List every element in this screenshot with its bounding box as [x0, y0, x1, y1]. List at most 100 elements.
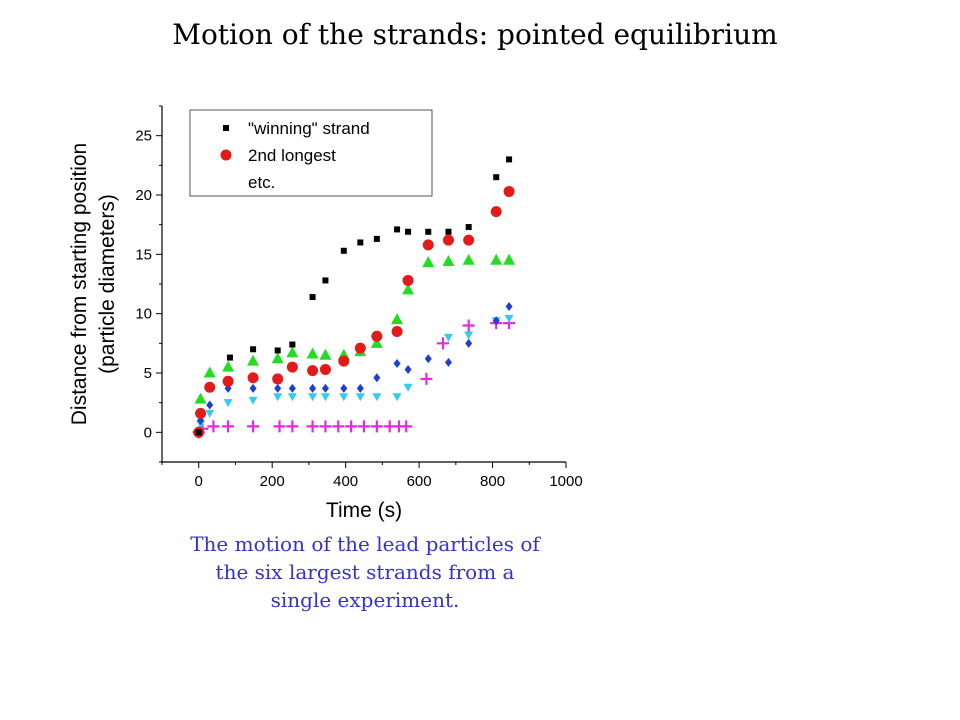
data-point: [338, 355, 350, 367]
data-point: [504, 314, 514, 323]
data-point: [340, 383, 348, 393]
data-point: [309, 294, 316, 301]
series-3-points: [194, 253, 516, 404]
data-point: [464, 331, 474, 340]
data-point: [465, 338, 473, 348]
data-point: [402, 283, 415, 295]
data-point: [503, 253, 516, 265]
data-point: [370, 420, 383, 433]
data-point: [442, 234, 454, 246]
y-tick-label: 0: [144, 424, 152, 441]
data-point: [400, 420, 413, 433]
data-point: [492, 316, 500, 326]
data-point: [308, 393, 318, 402]
data-point: [247, 372, 259, 384]
data-point: [404, 364, 412, 374]
data-point: [493, 174, 500, 181]
chart-axes: 0 200 400 600 800 1000 0 5 10 15 20 25 Time (s) Dista…: [68, 105, 583, 522]
series-1-points: [195, 156, 513, 436]
legend-label: 2nd longest: [248, 146, 336, 165]
data-point: [273, 393, 283, 402]
data-point: [394, 226, 401, 233]
slide-title: Motion of the strands: pointed equilibri…: [172, 18, 778, 51]
data-point: [371, 330, 383, 342]
data-point: [391, 313, 404, 325]
data-point: [307, 365, 319, 377]
data-point: [443, 333, 453, 342]
data-point: [319, 420, 332, 433]
data-point: [373, 235, 380, 242]
x-tick-label: 800: [480, 473, 505, 490]
data-point: [442, 254, 455, 266]
data-point: [422, 256, 435, 268]
data-point: [372, 393, 382, 402]
data-point: [194, 392, 207, 404]
data-point: [462, 253, 475, 265]
data-point: [286, 346, 299, 358]
data-point: [205, 409, 215, 418]
series-5-points: [194, 314, 514, 440]
series-4-points: [195, 302, 513, 437]
data-point: [203, 366, 216, 378]
y-axis-label: (particle diameters): [96, 194, 119, 374]
data-point: [286, 361, 298, 373]
data-point: [222, 360, 235, 372]
data-point: [321, 383, 329, 393]
chart-legend: "winning" strand 2nd longest etc.: [189, 109, 433, 197]
data-point: [490, 206, 502, 218]
data-point: [306, 420, 319, 433]
x-tick-label: 400: [333, 473, 358, 490]
data-point: [505, 302, 513, 312]
data-point: [288, 383, 296, 393]
data-point: [319, 363, 331, 375]
data-point: [444, 357, 452, 367]
data-point: [339, 393, 349, 402]
data-point: [463, 234, 475, 246]
data-point: [506, 156, 513, 163]
data-point: [306, 347, 319, 359]
data-point: [356, 383, 364, 393]
data-point: [465, 224, 472, 231]
data-point: [207, 420, 220, 433]
legend-label: etc.: [248, 173, 275, 192]
data-point: [223, 399, 233, 408]
data-point: [503, 185, 515, 197]
y-tick-label: 25: [135, 128, 152, 145]
legend-marker: [220, 149, 232, 161]
data-point: [445, 228, 452, 235]
data-point: [289, 341, 296, 348]
figure-caption: The motion of the lead particles of the …: [190, 532, 540, 612]
x-tick-label: 0: [195, 473, 203, 490]
data-point: [403, 383, 413, 392]
data-point: [422, 239, 434, 251]
data-point: [271, 352, 284, 364]
data-point: [345, 420, 358, 433]
data-point: [274, 347, 281, 354]
y-tick-label: 20: [135, 187, 152, 204]
data-point: [357, 239, 364, 246]
data-point: [320, 393, 330, 402]
data-point: [222, 375, 234, 387]
data-point: [392, 393, 402, 402]
data-point: [222, 420, 235, 433]
data-point: [286, 420, 299, 433]
data-point: [391, 325, 403, 337]
data-point: [206, 400, 214, 410]
series-6-points: [192, 317, 516, 439]
data-point: [420, 372, 433, 385]
data-point: [250, 346, 257, 353]
data-point: [370, 336, 383, 348]
legend-label: "winning" strand: [248, 119, 370, 138]
data-point: [340, 247, 347, 254]
x-axis-label: Time (s): [326, 499, 402, 522]
y-axis-label: Distance from starting position: [68, 143, 91, 425]
data-point: [248, 396, 258, 405]
data-point: [226, 354, 233, 361]
legend-marker: [223, 125, 229, 131]
data-point: [393, 359, 401, 369]
data-point: [247, 420, 260, 433]
data-point: [273, 420, 286, 433]
data-point: [322, 277, 329, 284]
y-tick-label: 15: [135, 246, 152, 263]
